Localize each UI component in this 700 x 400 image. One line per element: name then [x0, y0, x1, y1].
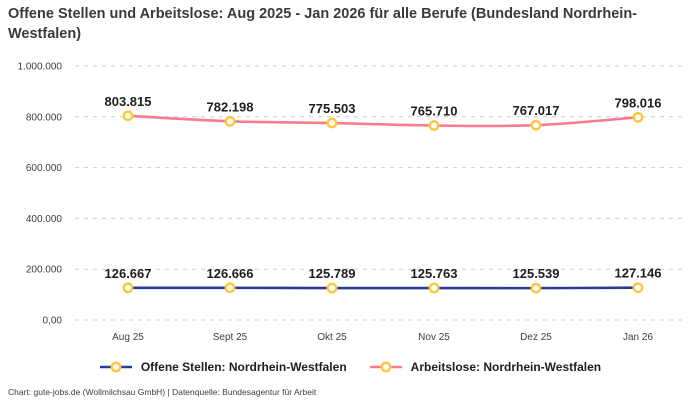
data-point-marker[interactable] — [224, 115, 236, 127]
series-line — [127, 114, 639, 128]
data-point-marker[interactable] — [632, 282, 644, 294]
data-point-marker[interactable] — [326, 117, 338, 129]
y-axis-tick-label: 600.000 — [26, 163, 63, 174]
data-point-label: 767.017 — [513, 103, 560, 118]
data-point-label: 127.146 — [615, 266, 662, 281]
data-point-label: 782.198 — [207, 99, 254, 114]
chart-title: Offene Stellen und Arbeitslose: Aug 2025… — [8, 6, 638, 42]
data-point-label: 803.815 — [105, 94, 152, 109]
data-point-marker[interactable] — [530, 119, 542, 131]
y-axis-tick-label: 200.000 — [26, 265, 63, 276]
legend-label-offene-stellen: Offene Stellen: Nordrhein-Westfalen — [140, 360, 347, 374]
legend-line-marker-icon — [369, 361, 402, 373]
y-axis-tick-label: 1.000.000 — [18, 62, 63, 73]
data-point-label: 126.667 — [105, 266, 152, 281]
x-axis-tick-label: Dez 25 — [520, 332, 552, 343]
x-axis-tick-label: Sept 25 — [213, 332, 248, 343]
legend-label-arbeitslose: Arbeitslose: Nordrhein-Westfalen — [410, 360, 602, 374]
data-point-label: 775.503 — [309, 101, 356, 116]
data-point-marker[interactable] — [632, 111, 644, 123]
legend-line-marker-icon — [99, 361, 132, 373]
legend-item-arbeitslose[interactable]: Arbeitslose: Nordrhein-Westfalen — [369, 360, 601, 374]
data-point-label: 125.539 — [513, 266, 560, 281]
data-point-marker[interactable] — [224, 282, 236, 294]
data-point-label: 126.666 — [207, 266, 254, 281]
data-point-marker[interactable] — [122, 282, 134, 294]
data-point-marker[interactable] — [428, 120, 440, 131]
y-axis-tick-label: 0,00 — [43, 316, 63, 327]
line-chart: 0,00 200.000 400.000 600.000 800.000 1.000.00… — [18, 62, 687, 343]
data-point-label: 765.710 — [411, 104, 458, 119]
data-point-marker[interactable] — [326, 282, 338, 294]
data-point-label: 125.763 — [411, 266, 458, 281]
x-axis-tick-label: Jan 26 — [623, 332, 653, 343]
data-point-marker[interactable] — [122, 110, 134, 122]
y-axis-tick-label: 800.000 — [26, 112, 63, 123]
attribution: Chart: gute-jobs.de (Wollmilchsau GmbH) … — [8, 387, 317, 397]
legend-item-offene-stellen[interactable]: Offene Stellen: Nordrhein-Westfalen — [99, 360, 347, 374]
data-point-marker[interactable] — [530, 282, 542, 294]
y-axis-tick-label: 400.000 — [26, 214, 63, 225]
x-axis-tick-label: Okt 25 — [317, 332, 347, 343]
legend: Offene Stellen: Nordrhein-Westfalen Arbe… — [0, 360, 700, 374]
data-point-label: 125.789 — [309, 266, 356, 281]
data-point-label: 798.016 — [615, 95, 662, 110]
x-axis-tick-label: Aug 25 — [112, 332, 144, 343]
data-point-marker[interactable] — [428, 282, 440, 294]
x-axis-tick-label: Nov 25 — [418, 332, 450, 343]
